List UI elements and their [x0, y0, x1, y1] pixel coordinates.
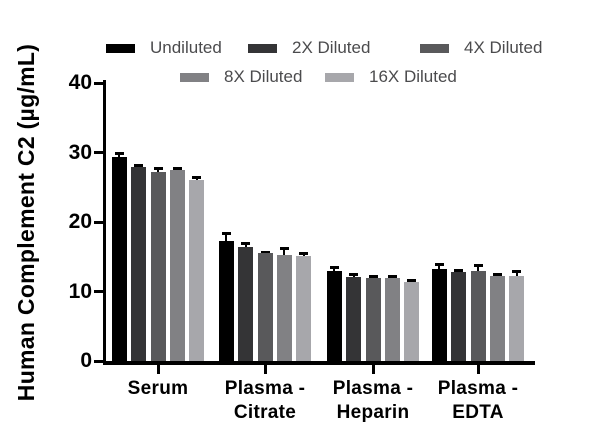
- error-bar-2x-diluted-plasma-citrate: [244, 242, 247, 251]
- legend-label: 16X Diluted: [369, 67, 457, 86]
- category-label: Plasma - EDTA: [413, 377, 543, 425]
- y-tick-label: 20: [68, 210, 92, 233]
- x-axis-line: [103, 361, 535, 365]
- bar-2x-diluted-plasma-heparin: [346, 276, 362, 361]
- bar-16x-diluted-serum: [189, 180, 205, 361]
- error-cap-16x-diluted-plasma-citrate: [299, 252, 309, 256]
- bar-4x-diluted-plasma-citrate: [257, 253, 273, 361]
- legend-label: Undiluted: [150, 38, 222, 57]
- legend-label: 4X Diluted: [464, 38, 543, 57]
- y-tick-label: 30: [68, 140, 92, 164]
- category-label-line: Serum: [127, 378, 189, 399]
- y-tick: [94, 151, 103, 154]
- bar-4x-diluted-plasma-edta: [470, 271, 486, 361]
- error-bar-undiluted-plasma-citrate: [225, 233, 228, 246]
- y-tick-label: 10: [68, 279, 92, 303]
- category-label: Plasma - Heparin: [308, 377, 438, 425]
- x-tick: [476, 365, 480, 374]
- error-cap-8x-diluted-plasma-citrate: [279, 247, 289, 251]
- error-cap-undiluted-plasma-heparin: [329, 266, 339, 270]
- legend-swatch-16x-diluted: [325, 73, 354, 82]
- bar-2x-diluted-serum: [131, 167, 147, 361]
- legend-swatch-2x-diluted: [248, 44, 277, 53]
- bar-16x-diluted-plasma-citrate: [296, 256, 312, 361]
- category-label-line: Citrate: [233, 402, 297, 423]
- error-cap-2x-diluted-plasma-heparin: [349, 273, 359, 277]
- bar-undiluted-serum: [111, 156, 127, 361]
- error-cap-undiluted-plasma-citrate: [221, 232, 231, 236]
- legend-swatch-4x-diluted: [420, 44, 449, 53]
- category-label-line: Plasma -: [224, 378, 306, 399]
- error-cap-2x-diluted-plasma-citrate: [241, 241, 251, 245]
- legend-swatch-8x-diluted: [180, 73, 209, 82]
- bar-8x-diluted-plasma-citrate: [276, 254, 292, 361]
- legend: Undiluted 2X Diluted 4X Diluted 8X Diluted 1…: [0, 0, 600, 95]
- error-cap-4x-diluted-serum: [153, 167, 163, 171]
- y-tick: [94, 359, 103, 363]
- error-cap-8x-diluted-plasma-heparin: [387, 274, 397, 278]
- bar-8x-diluted-serum: [169, 169, 185, 361]
- error-bar-4x-diluted-plasma-edta: [477, 265, 479, 276]
- error-bar-8x-diluted-plasma-citrate: [283, 248, 286, 259]
- error-cap-16x-diluted-serum: [192, 175, 202, 179]
- y-tick: [94, 81, 103, 85]
- category-label-line: EDTA: [452, 402, 504, 423]
- category-label: Serum: [93, 377, 223, 401]
- error-cap-4x-diluted-plasma-heparin: [368, 275, 378, 279]
- error-cap-4x-diluted-plasma-edta: [473, 264, 483, 268]
- error-cap-8x-diluted-serum: [172, 167, 182, 171]
- error-cap-undiluted-plasma-edta: [434, 263, 444, 267]
- category-label-line: Plasma -: [437, 378, 519, 399]
- legend-swatch-undiluted: [106, 44, 135, 53]
- error-cap-2x-diluted-plasma-edta: [454, 268, 464, 272]
- error-cap-16x-diluted-plasma-edta: [512, 269, 522, 273]
- bar-undiluted-plasma-edta: [431, 269, 447, 361]
- y-tick-label: 40: [68, 71, 92, 94]
- bar-16x-diluted-plasma-edta: [509, 275, 525, 361]
- bar-4x-diluted-plasma-heparin: [365, 278, 381, 361]
- bar-16x-diluted-plasma-heparin: [404, 282, 420, 361]
- x-tick: [263, 365, 267, 374]
- category-label-line: Plasma -: [332, 378, 414, 399]
- bar-2x-diluted-plasma-citrate: [238, 247, 254, 361]
- y-tick: [94, 290, 103, 293]
- category-label-line: Heparin: [336, 402, 410, 423]
- y-tick-label: 0: [80, 349, 92, 372]
- y-axis-line: [103, 80, 106, 365]
- bar-undiluted-plasma-citrate: [218, 241, 234, 361]
- error-cap-undiluted-serum: [114, 152, 124, 156]
- legend-label: 2X Diluted: [292, 38, 371, 57]
- bar-2x-diluted-plasma-edta: [451, 272, 467, 361]
- category-label: Plasma - Citrate: [200, 377, 330, 425]
- error-cap-8x-diluted-plasma-edta: [492, 272, 502, 276]
- error-bar-undiluted-plasma-edta: [438, 264, 441, 274]
- legend-label: 8X Diluted: [224, 67, 303, 86]
- y-tick: [94, 220, 103, 224]
- bar-4x-diluted-serum: [150, 171, 166, 361]
- bar-8x-diluted-plasma-edta: [489, 276, 505, 361]
- error-bar-undiluted-plasma-heparin: [333, 267, 336, 276]
- bar-8x-diluted-plasma-heparin: [384, 277, 400, 361]
- x-tick: [371, 365, 375, 374]
- error-cap-4x-diluted-plasma-citrate: [260, 250, 270, 254]
- error-bar-16x-diluted-plasma-edta: [515, 270, 518, 280]
- error-cap-16x-diluted-plasma-heparin: [407, 278, 417, 282]
- x-tick: [156, 365, 160, 374]
- error-cap-2x-diluted-serum: [134, 163, 144, 167]
- bar-undiluted-plasma-heparin: [326, 271, 342, 361]
